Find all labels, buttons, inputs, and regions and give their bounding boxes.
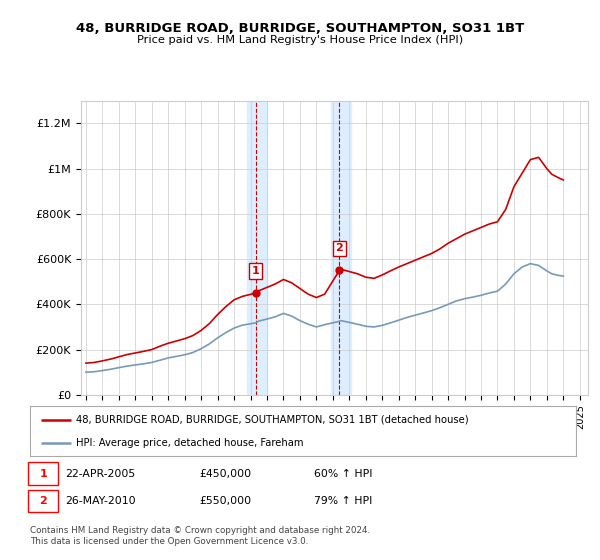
- Text: 48, BURRIDGE ROAD, BURRIDGE, SOUTHAMPTON, SO31 1BT: 48, BURRIDGE ROAD, BURRIDGE, SOUTHAMPTON…: [76, 22, 524, 35]
- Text: £450,000: £450,000: [199, 469, 251, 479]
- Text: 48, BURRIDGE ROAD, BURRIDGE, SOUTHAMPTON, SO31 1BT (detached house): 48, BURRIDGE ROAD, BURRIDGE, SOUTHAMPTON…: [76, 414, 469, 424]
- FancyBboxPatch shape: [28, 490, 58, 512]
- Text: HPI: Average price, detached house, Fareham: HPI: Average price, detached house, Fare…: [76, 438, 304, 448]
- Text: 26-MAY-2010: 26-MAY-2010: [65, 496, 136, 506]
- Text: 1: 1: [252, 266, 260, 276]
- Text: 2: 2: [39, 496, 47, 506]
- Text: £550,000: £550,000: [199, 496, 251, 506]
- Text: Contains HM Land Registry data © Crown copyright and database right 2024.
This d: Contains HM Land Registry data © Crown c…: [30, 526, 370, 546]
- FancyBboxPatch shape: [28, 463, 58, 485]
- Bar: [247, 101, 267, 395]
- Text: Price paid vs. HM Land Registry's House Price Index (HPI): Price paid vs. HM Land Registry's House …: [137, 35, 463, 45]
- Text: 2: 2: [335, 244, 343, 254]
- Text: 79% ↑ HPI: 79% ↑ HPI: [314, 496, 372, 506]
- Text: 1: 1: [39, 469, 47, 479]
- Text: 22-APR-2005: 22-APR-2005: [65, 469, 136, 479]
- Bar: [331, 101, 351, 395]
- Text: 60% ↑ HPI: 60% ↑ HPI: [314, 469, 373, 479]
